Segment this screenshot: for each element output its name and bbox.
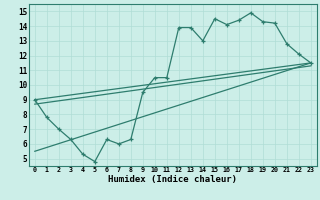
X-axis label: Humidex (Indice chaleur): Humidex (Indice chaleur) [108,175,237,184]
